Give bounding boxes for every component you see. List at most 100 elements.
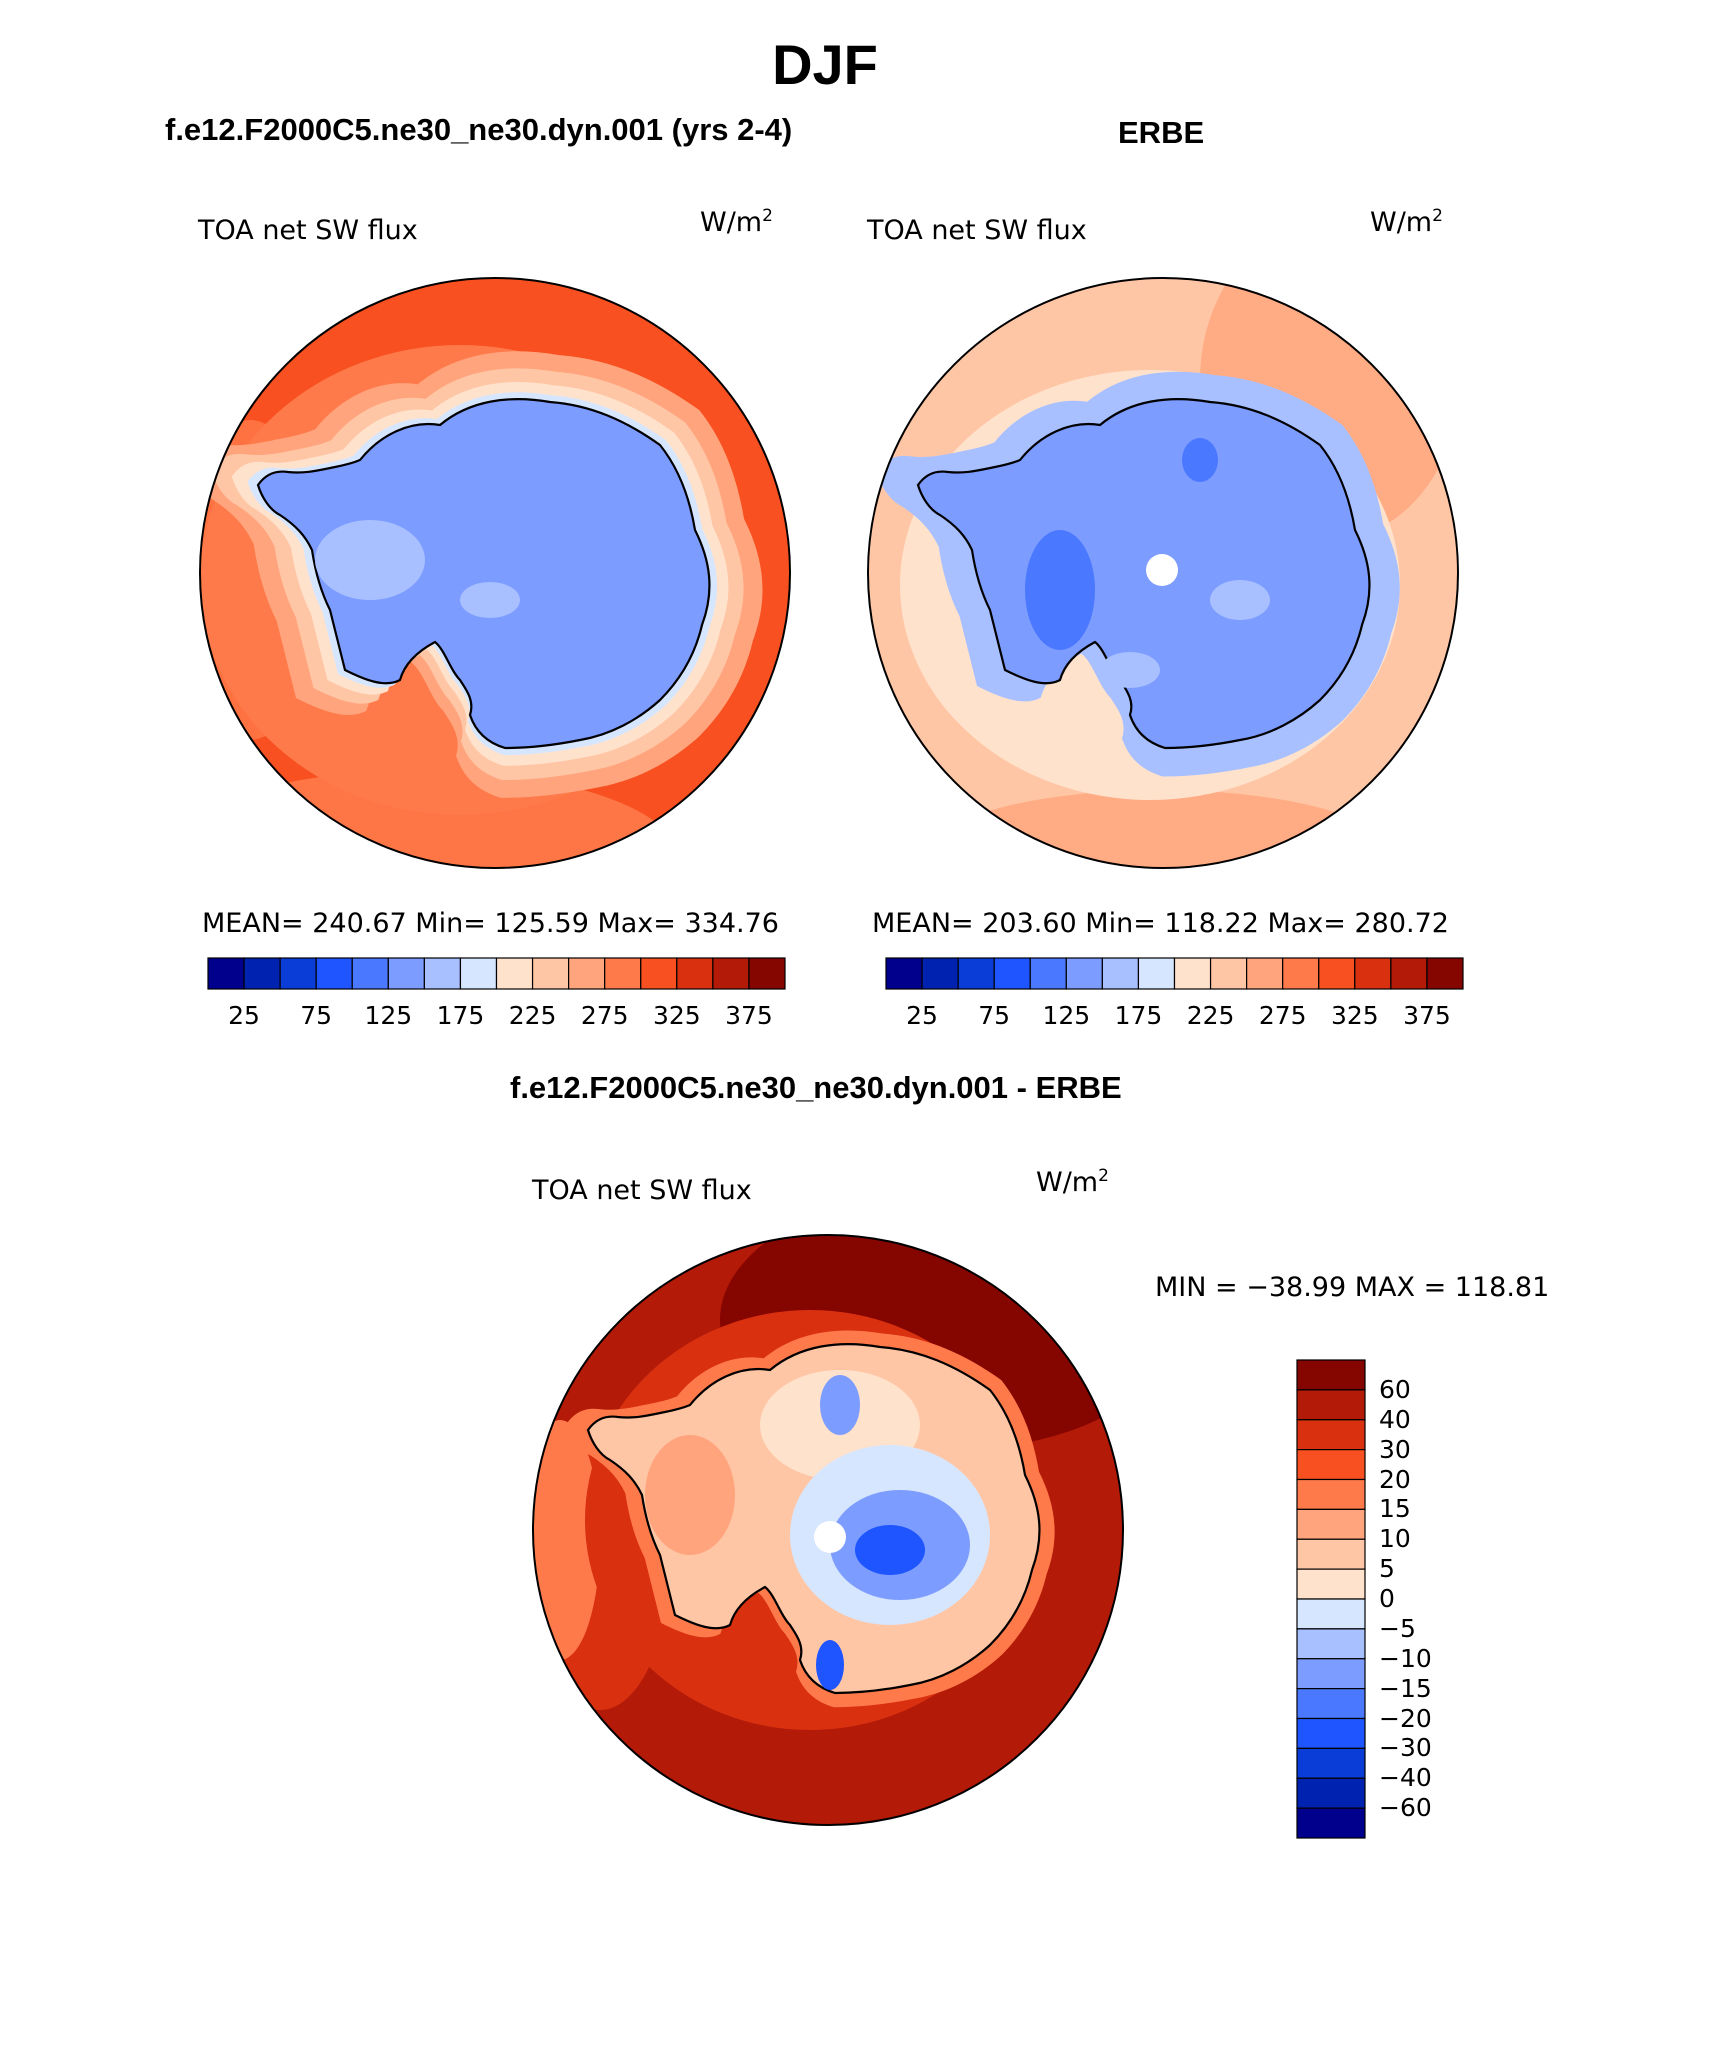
obs-variable-label: TOA net SW flux xyxy=(867,215,1087,246)
model-colorbar-swatch xyxy=(279,957,317,990)
obs-map-border xyxy=(867,277,1459,869)
diff-colorbar-swatch xyxy=(1296,1628,1366,1660)
diff-colorbar-swatch xyxy=(1296,1419,1366,1451)
model-panel-title: f.e12.F2000C5.ne30_ne30.dyn.001 (yrs 2-4… xyxy=(165,112,793,147)
model-colorbar-swatch xyxy=(207,957,245,990)
diff-colorbar-swatch xyxy=(1296,1717,1366,1749)
diff-colorbar-swatch xyxy=(1296,1538,1366,1570)
model-map-border xyxy=(199,277,791,869)
model-colorbar-tick-label: 375 xyxy=(725,1001,773,1030)
obs-colorbar-swatch xyxy=(1390,957,1428,990)
model-colorbar-swatch xyxy=(640,957,678,990)
page-title: DJF xyxy=(772,33,878,96)
diff-map-border xyxy=(532,1234,1124,1826)
obs-colorbar-swatch xyxy=(1209,957,1248,990)
model-colorbar-swatch xyxy=(315,957,353,990)
obs-colorbar-swatch xyxy=(1173,957,1212,990)
model-colorbar-swatch xyxy=(243,957,281,990)
diff-colorbar-swatch xyxy=(1296,1747,1366,1779)
obs-stats: MEAN= 203.60 Min= 118.22 Max= 280.72 xyxy=(872,908,1449,939)
diff-colorbar-tick-label: −40 xyxy=(1379,1763,1432,1793)
obs-colorbar-swatch xyxy=(885,957,923,990)
obs-panel-title: ERBE xyxy=(1118,115,1205,150)
diff-colorbar-swatch xyxy=(1296,1598,1366,1630)
diff-colorbar-tick-label: −5 xyxy=(1379,1613,1416,1643)
diff-colorbar-tick-label: 40 xyxy=(1379,1404,1411,1434)
obs-colorbar-tick-label: 25 xyxy=(906,1001,938,1030)
diff-minmax: MIN = −38.99 MAX = 118.81 xyxy=(1155,1272,1550,1303)
model-colorbar-tick-label: 175 xyxy=(436,1001,485,1030)
diff-colorbar-tick-label: −30 xyxy=(1379,1733,1432,1763)
model-colorbar-swatch xyxy=(568,957,606,990)
obs-colorbar-tick-label: 125 xyxy=(1042,1001,1091,1030)
diff-map xyxy=(533,1235,1123,1825)
model-colorbar-swatch xyxy=(387,957,425,990)
diff-colorbar-swatch xyxy=(1296,1508,1366,1540)
model-colorbar-swatch xyxy=(351,957,389,990)
diff-colorbar-tick-label: 15 xyxy=(1379,1494,1411,1524)
diff-colorbar-swatch xyxy=(1296,1777,1366,1809)
diff-colorbar-tick-label: 30 xyxy=(1379,1434,1411,1464)
diff-colorbar-swatch xyxy=(1296,1389,1366,1421)
obs-colorbar-swatch xyxy=(1137,957,1176,990)
model-units-label: W/m2 xyxy=(700,206,773,238)
model-colorbar-tick-label: 225 xyxy=(508,1001,557,1030)
obs-colorbar-swatch xyxy=(1318,957,1356,990)
diff-pole-hole xyxy=(814,1521,846,1553)
diff-colorbar-swatch xyxy=(1296,1807,1366,1839)
obs-colorbar-swatch xyxy=(1065,957,1103,990)
model-colorbar-swatch xyxy=(423,957,462,990)
diff-colorbar-tick-label: −15 xyxy=(1379,1673,1432,1703)
obs-colorbar-swatch xyxy=(1354,957,1392,990)
diff-colorbar-tick-label: 20 xyxy=(1379,1464,1411,1494)
diff-colorbar-swatch xyxy=(1296,1449,1366,1481)
obs-colorbar-swatch xyxy=(993,957,1031,990)
diff-colorbar-swatch xyxy=(1296,1478,1366,1510)
model-colorbar-swatch xyxy=(712,957,750,990)
model-variable-label: TOA net SW flux xyxy=(198,215,418,246)
obs-units-label: W/m2 xyxy=(1370,206,1443,238)
obs-pole-hole xyxy=(1146,554,1178,586)
obs-colorbar-tick-label: 75 xyxy=(978,1001,1011,1030)
model-colorbar-swatch xyxy=(495,957,534,990)
diff-panel-title: f.e12.F2000C5.ne30_ne30.dyn.001 - ERBE xyxy=(510,1070,1122,1105)
diff-colorbar-tick-label: 5 xyxy=(1379,1554,1395,1584)
obs-colorbar-swatch xyxy=(1029,957,1067,990)
model-colorbar-tick-label: 25 xyxy=(228,1001,260,1030)
model-colorbar-swatch xyxy=(531,957,570,990)
model-colorbar-tick-label: 275 xyxy=(580,1001,629,1030)
obs-colorbar-swatch xyxy=(1282,957,1320,990)
diff-colorbar-tick-label: 0 xyxy=(1379,1584,1395,1613)
diff-colorbar-tick-label: 10 xyxy=(1379,1524,1411,1554)
obs-colorbar-swatch xyxy=(957,957,995,990)
obs-colorbar xyxy=(885,957,1464,990)
diff-colorbar-swatch xyxy=(1296,1568,1366,1600)
model-map xyxy=(200,278,790,868)
diff-colorbar-tick-label: −20 xyxy=(1379,1703,1432,1733)
model-colorbar-swatch xyxy=(748,957,786,990)
model-colorbar-tick-label: 125 xyxy=(364,1001,413,1030)
model-colorbar-swatch xyxy=(459,957,498,990)
obs-colorbar-tick-label: 375 xyxy=(1403,1001,1451,1030)
model-colorbar-tick-label: 325 xyxy=(652,1001,701,1030)
obs-colorbar-tick-label: 275 xyxy=(1258,1001,1307,1030)
diff-colorbar xyxy=(1296,1359,1366,1839)
diff-colorbar-tick-label: −10 xyxy=(1379,1643,1432,1673)
model-stats: MEAN= 240.67 Min= 125.59 Max= 334.76 xyxy=(202,908,779,939)
obs-colorbar-tick-label: 175 xyxy=(1114,1001,1163,1030)
diff-colorbar-tick-label: 60 xyxy=(1379,1374,1411,1404)
obs-colorbar-swatch xyxy=(1426,957,1464,990)
obs-colorbar-swatch xyxy=(1246,957,1284,990)
diff-colorbar-tick-label: −60 xyxy=(1379,1793,1432,1823)
diff-variable-label: TOA net SW flux xyxy=(532,1175,752,1206)
obs-colorbar-tick-label: 225 xyxy=(1186,1001,1235,1030)
diff-colorbar-swatch xyxy=(1296,1658,1366,1690)
obs-colorbar-swatch xyxy=(921,957,959,990)
obs-colorbar-tick-label: 325 xyxy=(1330,1001,1379,1030)
diff-units-label: W/m2 xyxy=(1036,1166,1109,1198)
model-colorbar-swatch xyxy=(676,957,714,990)
model-colorbar-tick-label: 75 xyxy=(300,1001,333,1030)
diff-colorbar-swatch xyxy=(1296,1688,1366,1720)
obs-map xyxy=(868,278,1458,868)
